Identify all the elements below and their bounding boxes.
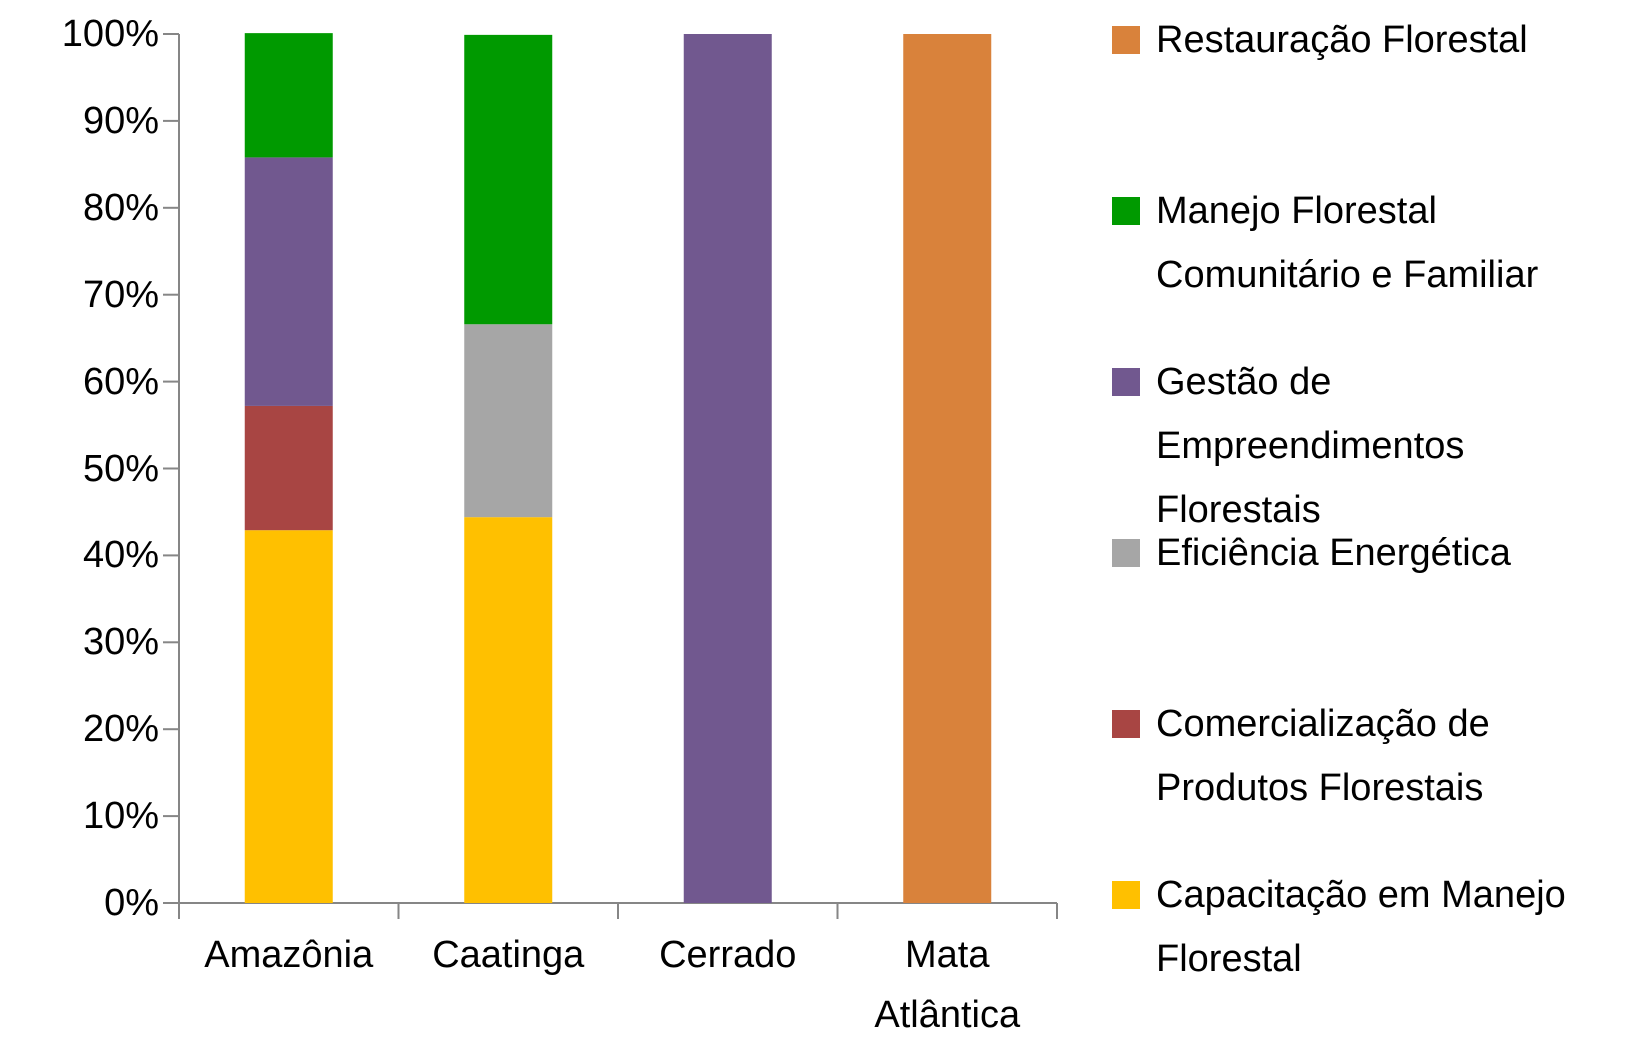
y-tick-label: 60%	[82, 360, 159, 403]
legend-label: Eficiência Energética	[1156, 532, 1511, 574]
legend-swatch	[1112, 539, 1140, 567]
bar-segment	[244, 157, 333, 406]
x-tick-label: Amazônia	[204, 934, 374, 976]
y-tick-label: 0%	[104, 882, 159, 924]
y-tick-label: 100%	[61, 13, 159, 55]
x-tick-label: Cerrado	[659, 934, 797, 976]
bar-segment	[244, 33, 333, 158]
bar-segment	[464, 517, 553, 903]
legend-swatch	[1112, 710, 1140, 738]
y-tick-label: 80%	[82, 186, 159, 229]
legend-swatch	[1112, 368, 1140, 396]
bar-segment	[244, 405, 333, 531]
x-tick-label: Mata Atlântica	[874, 934, 1021, 1036]
legend-swatch	[1112, 26, 1140, 54]
bar-segment	[903, 34, 992, 903]
y-tick-label: 90%	[82, 99, 159, 142]
y-tick-label: 40%	[82, 534, 159, 577]
bar-segment	[683, 34, 772, 903]
bar-segment	[464, 324, 553, 518]
bar-segment	[464, 34, 553, 325]
y-tick-label: 10%	[82, 795, 159, 838]
y-tick-label: 30%	[82, 621, 159, 664]
legend-label: Restauração Florestal	[1156, 19, 1528, 61]
y-tick-label: 70%	[82, 273, 159, 316]
legend-label: Manejo Florestal Comunitário e Familiar	[1156, 190, 1539, 296]
y-tick-label: 20%	[82, 708, 159, 751]
legend-swatch	[1112, 197, 1140, 225]
bar-segment	[244, 530, 333, 903]
legend-swatch	[1112, 881, 1140, 909]
x-tick-label: Caatinga	[432, 934, 585, 976]
y-tick-label: 50%	[82, 447, 159, 490]
legend-label: Gestão de Empreendimentos Florestais	[1156, 361, 1465, 531]
legend-label: Capacitação em Manejo Florestal	[1156, 874, 1566, 980]
legend-label: Comercialização de Produtos Florestais	[1156, 703, 1490, 809]
